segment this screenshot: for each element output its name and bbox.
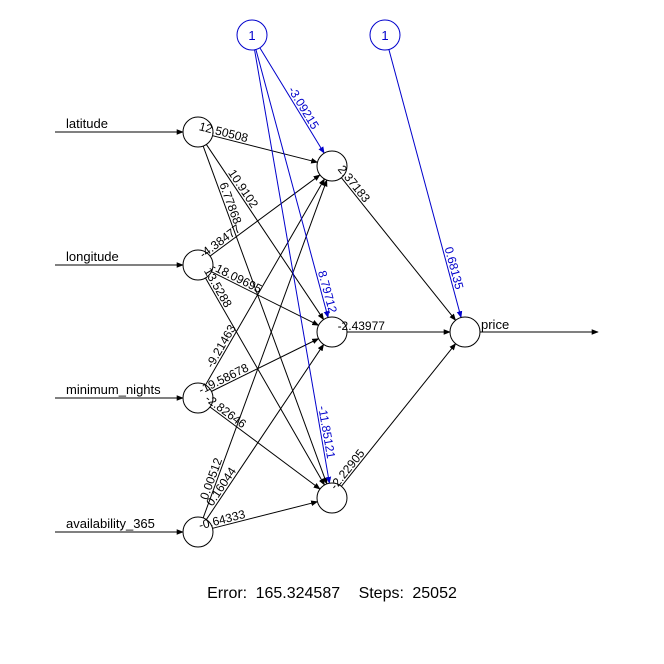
error-value: 165.324587	[256, 585, 341, 602]
input-neuron-4	[182, 516, 214, 548]
input-neuron-1	[182, 116, 214, 148]
weight-label-input4-hidden3: -0.64333	[197, 507, 247, 532]
weight-label-input2-hidden1: -4.38477	[197, 221, 244, 261]
hidden-neuron-1	[316, 150, 348, 182]
connections	[55, 47, 599, 535]
bias-edge-output	[388, 49, 463, 319]
bias-edge-hidden3	[254, 49, 332, 484]
weight-label-hidden1-output: 2.37183	[335, 163, 373, 206]
bias-label-hidden1: -3.09215	[285, 84, 322, 132]
input-neuron-3	[182, 382, 214, 414]
weight-edge-input3-hidden2	[211, 338, 320, 392]
bias-label-hidden3: -11.85121	[315, 405, 338, 460]
bias-edge-hidden2	[255, 49, 330, 319]
bias-neuron-label-2: 1	[381, 28, 388, 43]
bias-neuron-1	[236, 19, 268, 51]
weight-label-input3-hidden2: -19.58678	[196, 360, 251, 397]
bias-edge-hidden1	[259, 47, 325, 154]
weight-edge-input1-hidden2	[205, 144, 325, 321]
weight-edge-input1-hidden1	[212, 135, 319, 164]
weight-edge-hidden3-output	[340, 343, 457, 487]
weight-edge-input3-hidden1	[205, 178, 325, 386]
bias-neuron-label-1: 1	[248, 28, 255, 43]
weight-edge-input4-hidden3	[212, 500, 319, 529]
weight-edge-input2-hidden1	[209, 174, 321, 257]
steps-value: 25052	[412, 585, 457, 602]
input-neuron-2	[182, 249, 214, 281]
weight-label-hidden2-output: -2.43977	[338, 319, 386, 333]
steps-label: Steps:	[359, 585, 404, 602]
output-label: price	[481, 317, 509, 332]
weight-edge-hidden1-output	[340, 177, 457, 321]
hidden-neuron-3	[316, 482, 348, 514]
error-label: Error:	[207, 585, 247, 602]
bias-label-hidden2: 8.79712	[315, 269, 340, 315]
hidden-neuron-2	[316, 316, 348, 348]
weight-label-input3-hidden1: -9.21463	[203, 322, 239, 370]
weight-edge-input2-hidden3	[205, 277, 325, 486]
weight-edge-input4-hidden2	[205, 343, 325, 520]
bias-neuron-2	[369, 19, 401, 51]
input-label-4: availability_365	[66, 516, 155, 531]
weight-edge-input3-hidden3	[209, 406, 321, 490]
input-label-1: latitude	[66, 116, 108, 131]
bias-label-output: 0.68135	[442, 245, 467, 291]
input-label-3: minimum_nights	[66, 382, 161, 397]
error-steps-footer: Error: 165.324587 Steps: 25052	[207, 585, 457, 602]
input-label-2: longitude	[66, 249, 119, 264]
weight-edge-input1-hidden3	[202, 145, 328, 485]
output-neuron	[449, 316, 481, 348]
